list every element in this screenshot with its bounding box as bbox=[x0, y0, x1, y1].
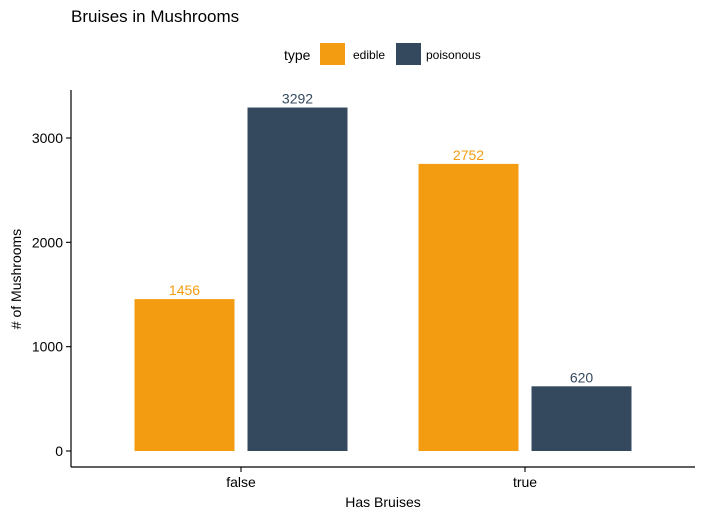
data-label-poisonous-true: 620 bbox=[570, 369, 594, 385]
legend: type edible poisonous bbox=[284, 43, 481, 65]
y-axis-label: # of Mushrooms bbox=[8, 229, 24, 329]
plot-area: 1456 3292 2752 620 bbox=[134, 91, 632, 451]
bar-poisonous-false bbox=[247, 107, 348, 451]
y-tick-label: 2000 bbox=[32, 234, 63, 250]
data-label-edible-false: 1456 bbox=[169, 282, 200, 298]
y-tick-label: 0 bbox=[55, 443, 63, 459]
bar-poisonous-true bbox=[531, 386, 632, 451]
chart-title: Bruises in Mushrooms bbox=[71, 7, 239, 26]
y-tick-label: 1000 bbox=[32, 339, 63, 355]
x-tick-label: true bbox=[513, 474, 537, 490]
legend-title: type bbox=[284, 47, 311, 63]
legend-label-edible: edible bbox=[353, 48, 385, 62]
legend-key-poisonous bbox=[396, 43, 421, 65]
x-axis-label: Has Bruises bbox=[345, 494, 420, 510]
data-label-poisonous-false: 3292 bbox=[282, 91, 313, 107]
bar-edible-false bbox=[134, 299, 235, 451]
legend-key-edible bbox=[320, 43, 345, 65]
x-tick-label: false bbox=[226, 474, 256, 490]
data-label-edible-true: 2752 bbox=[453, 147, 484, 163]
legend-label-poisonous: poisonous bbox=[426, 48, 481, 62]
bar-edible-true bbox=[418, 163, 519, 451]
y-tick-label: 3000 bbox=[32, 130, 63, 146]
